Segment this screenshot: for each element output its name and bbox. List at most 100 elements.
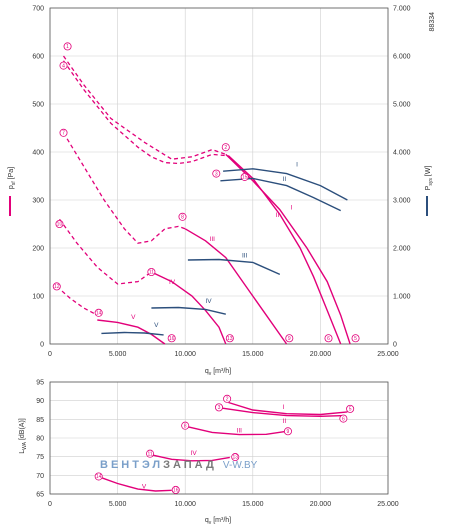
curve-label-III: III bbox=[210, 236, 216, 243]
point-marker-label: 14 bbox=[96, 311, 102, 317]
point-marker-label: 9 bbox=[287, 429, 290, 435]
x-tick-label: 0 bbox=[48, 501, 52, 508]
point-marker-label: 10 bbox=[57, 222, 63, 228]
point-marker-label: 6 bbox=[327, 336, 330, 342]
x-tick-label: 5.000 bbox=[109, 501, 127, 508]
point-marker-circle bbox=[147, 267, 156, 276]
noise-line-I bbox=[228, 401, 348, 416]
point-marker-label: 4 bbox=[62, 63, 65, 69]
pressure-line-II bbox=[228, 155, 342, 345]
y-tick-label-left: 300 bbox=[32, 198, 44, 205]
point-marker-circle bbox=[212, 169, 221, 178]
x-tick-label: 15.000 bbox=[242, 501, 264, 508]
y-tick-label-left: 700 bbox=[32, 6, 44, 13]
noise-line-V bbox=[99, 476, 172, 492]
point-marker-label: 13 bbox=[232, 455, 238, 461]
x-tick-label: 5.000 bbox=[109, 351, 127, 358]
point-marker-circle bbox=[167, 334, 176, 343]
x-tick-label: 25.000 bbox=[377, 501, 399, 508]
y-tick-label-right: 5.000 bbox=[393, 102, 411, 109]
x-tick-label: 25.000 bbox=[377, 351, 399, 358]
y-tick-label-right: 2.000 bbox=[393, 246, 411, 253]
y-axis-label-noise: LWA [dB(A)] bbox=[19, 418, 28, 454]
curve-label-IV: IV bbox=[191, 450, 198, 457]
point-marker-label: 8 bbox=[181, 215, 184, 221]
noise-line-II bbox=[221, 407, 345, 418]
y-tick-label-left: 500 bbox=[32, 102, 44, 109]
y-tick-label-left: 600 bbox=[32, 54, 44, 61]
point-marker-label: 3 bbox=[215, 171, 218, 177]
curve-label-II: II bbox=[283, 176, 287, 183]
point-marker-label: 1 bbox=[66, 44, 69, 50]
curve-label-II: II bbox=[283, 418, 287, 425]
y-tick-label: 80 bbox=[36, 436, 44, 443]
curve-label-IV: IV bbox=[169, 279, 176, 286]
point-marker-circle bbox=[285, 334, 294, 343]
curve-label-I: I bbox=[283, 404, 285, 411]
noise-line-III bbox=[187, 426, 287, 436]
plot-frame bbox=[49, 381, 389, 495]
y-tick-label-right: 1.000 bbox=[393, 294, 411, 301]
pressure-line-I bbox=[225, 153, 351, 345]
x-axis-label-main: qv [m³/h] bbox=[205, 368, 231, 377]
point-marker-label: 14 bbox=[96, 474, 102, 480]
power-line-I bbox=[223, 168, 348, 201]
point-marker-circle bbox=[283, 427, 292, 436]
y-tick-label-left: 400 bbox=[32, 150, 44, 157]
y-tick-label-right: 4.000 bbox=[393, 150, 411, 157]
point-marker-circle bbox=[324, 334, 333, 343]
noise-plot: 0 5.000 10.000 15.000 20.000 25.0006570758085… bbox=[36, 380, 399, 509]
y-tick-label: 90 bbox=[36, 398, 44, 405]
pressure-dashed-line bbox=[62, 132, 186, 244]
x-axis-label-noise: qv [m³/h] bbox=[205, 517, 231, 526]
point-marker-circle bbox=[223, 394, 232, 403]
pressure-line-IV bbox=[151, 271, 227, 345]
point-marker-circle bbox=[225, 334, 234, 343]
point-marker-circle bbox=[52, 282, 61, 291]
point-marker-label: 6 bbox=[342, 416, 345, 422]
point-marker-circle bbox=[171, 485, 180, 494]
y-tick-label-left: 0 bbox=[40, 342, 44, 349]
point-marker-label: 2 bbox=[224, 145, 227, 151]
power-line-III bbox=[187, 258, 281, 276]
point-marker-label: 5 bbox=[354, 336, 357, 342]
point-marker-circle bbox=[59, 128, 68, 137]
point-marker-circle bbox=[178, 212, 187, 221]
curve-label-I: I bbox=[291, 205, 293, 212]
x-tick-label: 20.000 bbox=[310, 501, 332, 508]
power-line-II bbox=[220, 177, 342, 212]
y-tick-label-right: 3.000 bbox=[393, 198, 411, 205]
point-marker-circle bbox=[214, 403, 223, 412]
point-marker-circle bbox=[94, 308, 103, 317]
point-marker-label: 11 bbox=[147, 451, 152, 457]
point-marker-label: 2 bbox=[226, 397, 229, 403]
x-tick-label: 0 bbox=[48, 351, 52, 358]
y-axis-label-right: Psys [W] bbox=[425, 166, 434, 191]
x-tick-label: 20.000 bbox=[310, 351, 332, 358]
curve-label-V: V bbox=[154, 322, 159, 329]
chart-id: 88334 bbox=[429, 12, 436, 32]
y-tick-label-right: 7.000 bbox=[393, 6, 411, 13]
curve-label-V: V bbox=[131, 314, 136, 321]
y-tick-label-right: 0 bbox=[393, 342, 397, 349]
point-marker-label: 7 bbox=[62, 131, 65, 137]
point-marker-label: 11 bbox=[149, 270, 154, 276]
watermark: ВЕНТЭЛЗАПАД V-W.BY bbox=[100, 459, 258, 471]
point-marker-circle bbox=[94, 472, 103, 481]
y-tick-label-left: 200 bbox=[32, 246, 44, 253]
curve-label-V: V bbox=[142, 483, 147, 490]
point-marker-label: 5 bbox=[349, 407, 352, 413]
noise-line-IV bbox=[151, 454, 230, 462]
y-tick-label-left: 100 bbox=[32, 294, 44, 301]
point-marker-label: 15 bbox=[242, 175, 248, 181]
point-marker-circle bbox=[339, 414, 348, 423]
point-marker-label: 16 bbox=[169, 336, 175, 342]
power-line-V bbox=[101, 331, 164, 336]
pressure-dashed-line bbox=[56, 285, 98, 316]
point-marker-circle bbox=[181, 421, 190, 430]
pressure-power-plot: 0 5.000 10.000 15.000 20.000 25.0000100200300… bbox=[32, 6, 410, 359]
x-tick-label: 10.000 bbox=[174, 501, 196, 508]
x-tick-label: 10.000 bbox=[174, 351, 196, 358]
y-tick-label: 95 bbox=[36, 380, 44, 387]
